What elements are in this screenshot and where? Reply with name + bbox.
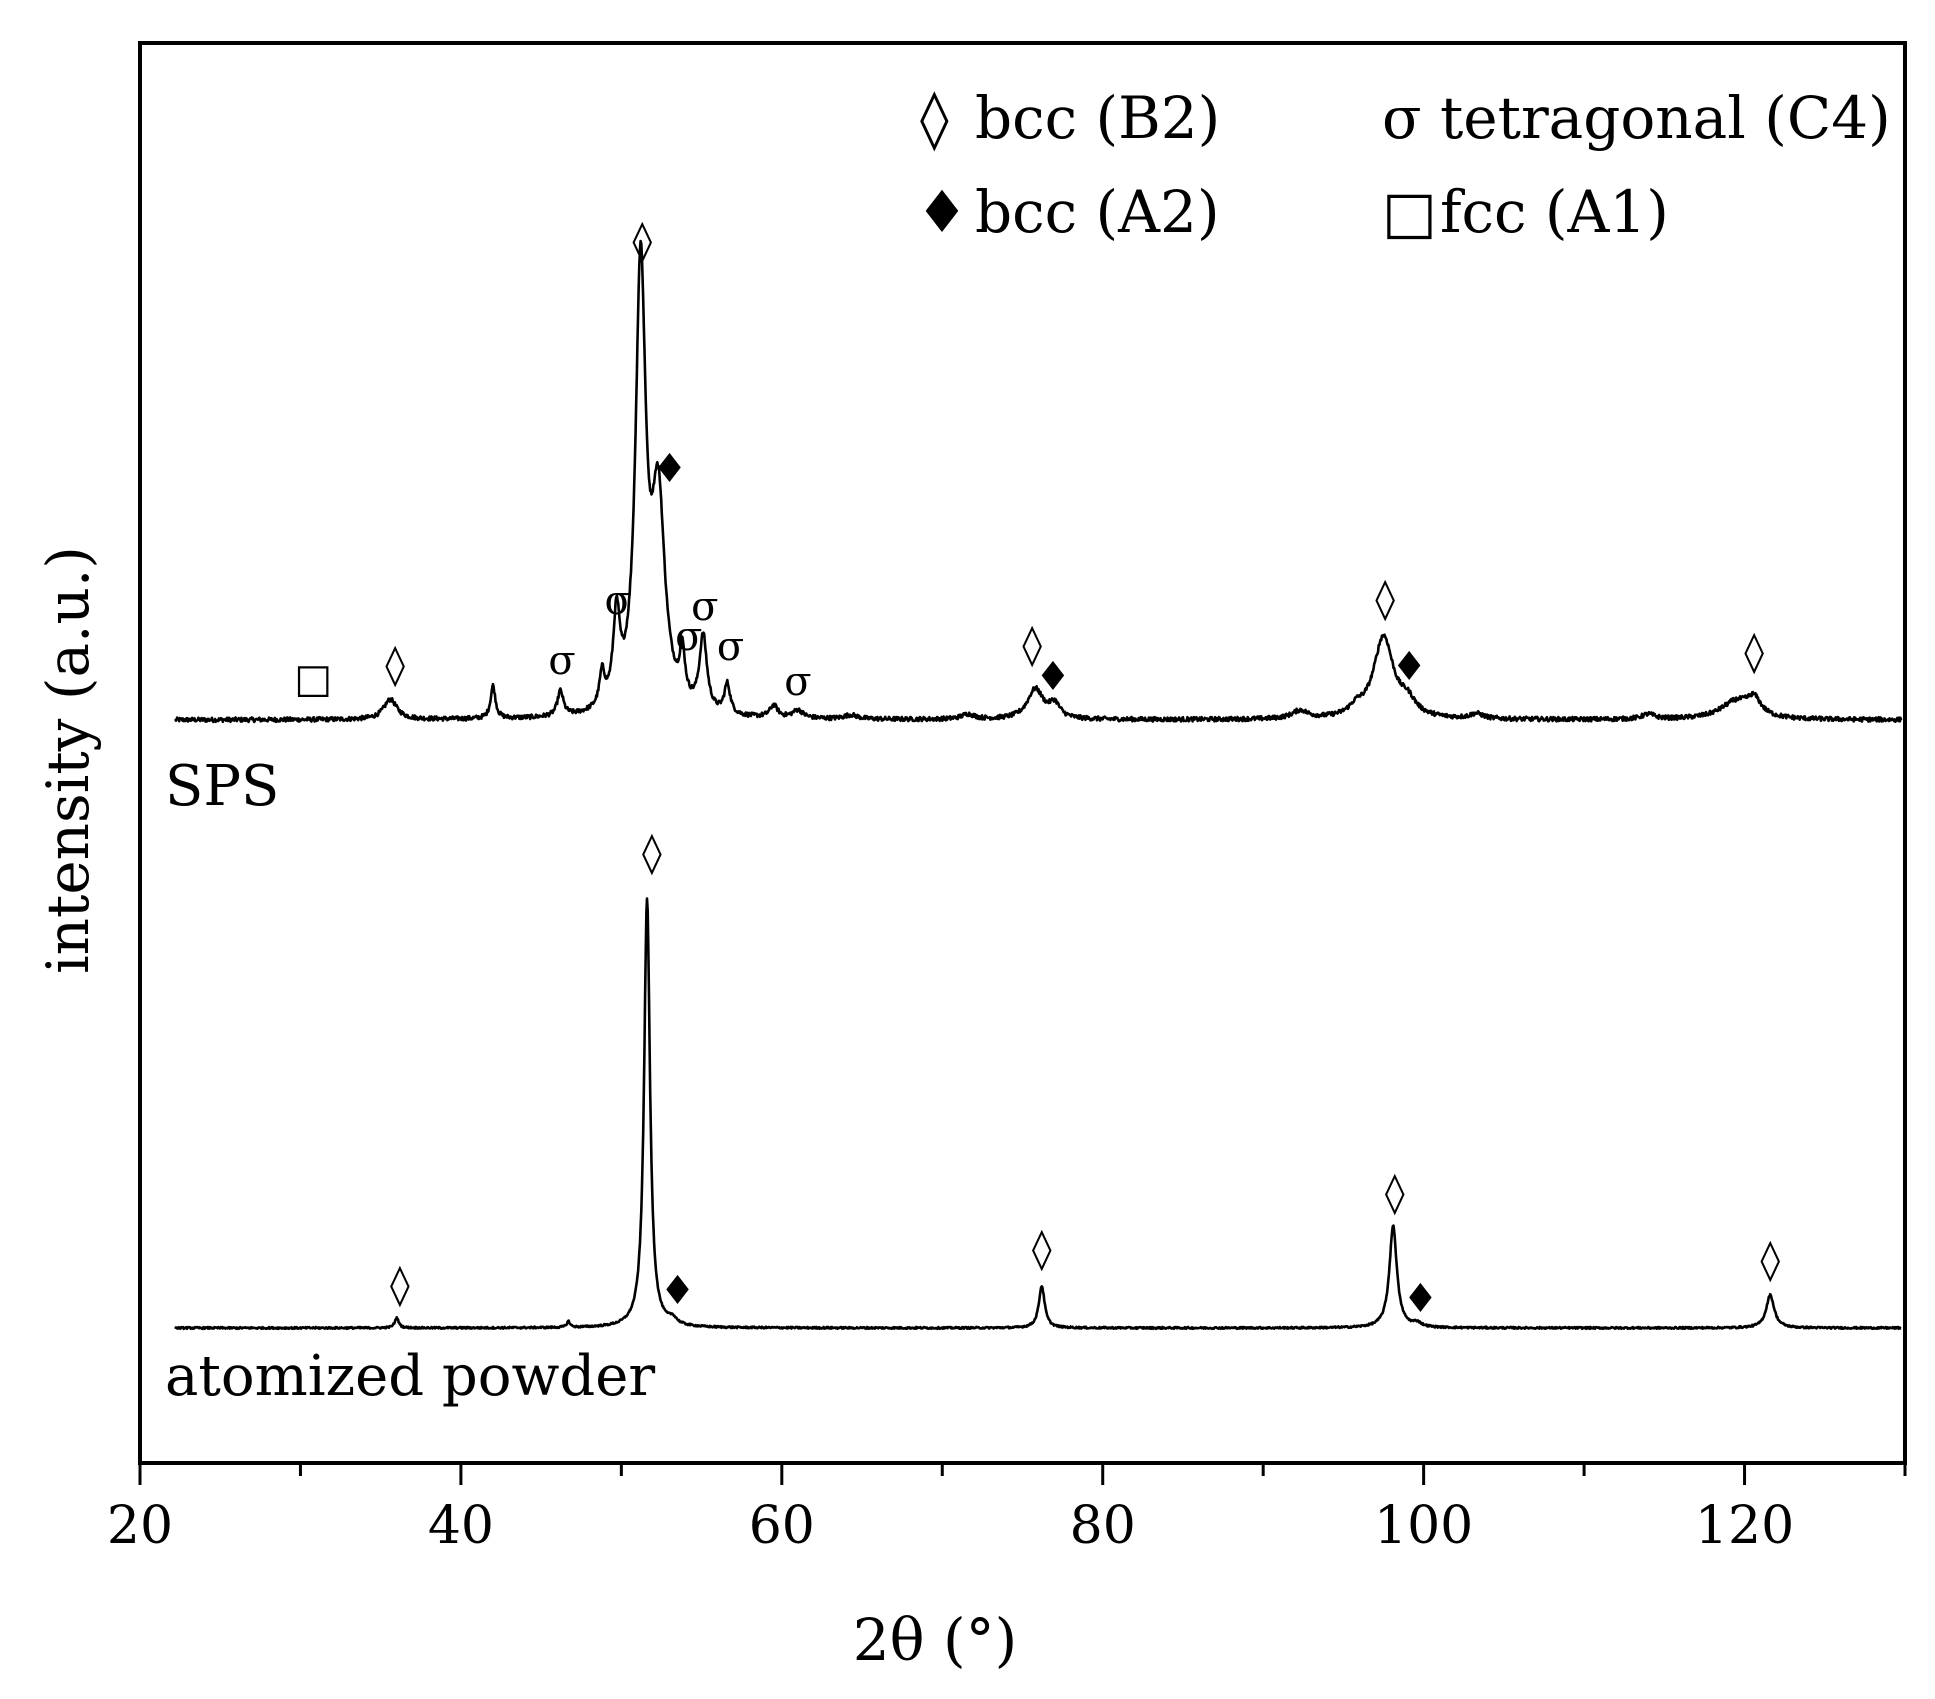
diffraction-traces: [174, 239, 1903, 1331]
y-axis-label: intensity (a.u.): [34, 546, 102, 974]
phase-marker: ◊: [385, 642, 405, 688]
plot-border: [138, 41, 1907, 1465]
phase-marker: ◊: [642, 830, 662, 876]
phase-marker: ◊: [1375, 576, 1395, 622]
x-tick-label: 100: [1374, 1496, 1473, 1556]
phase-marker: ♦: [660, 1268, 696, 1314]
phase-marker: ◊: [390, 1262, 410, 1308]
x-tick-label: 20: [107, 1496, 173, 1556]
trace-atomized-powder: [174, 897, 1902, 1331]
x-tick-label: 60: [749, 1496, 815, 1556]
phase-marker: ◊: [632, 218, 652, 264]
plot-frame: [138, 41, 1907, 1465]
legend-symbol-bcc-a2: ♦: [916, 178, 968, 246]
x-tick-label: 80: [1070, 1496, 1136, 1556]
legend-text-bcc-a2: bcc (A2): [975, 178, 1220, 246]
phase-marker: σ: [675, 614, 702, 660]
phase-marker: ♦: [1402, 1276, 1438, 1322]
legend: ◊ bcc (B2) σ tetragonal (C4) ♦ bcc (A2) …: [916, 84, 1891, 246]
phase-marker: ◊: [1032, 1226, 1052, 1272]
phase-marker: ◊: [1022, 622, 1042, 668]
phase-marker: σ: [604, 578, 631, 624]
phase-marker: ◊: [1744, 629, 1764, 675]
x-tick-label: 40: [428, 1496, 494, 1556]
legend-symbol-tetragonal-c4: σ: [1382, 84, 1422, 152]
x-axis-label: 2θ (°): [853, 1606, 1018, 1674]
phase-marker: σ: [784, 659, 811, 705]
legend-symbol-fcc-a1: □: [1382, 178, 1437, 246]
legend-text-fcc-a1: fcc (A1): [1440, 178, 1669, 246]
phase-marker: ◊: [1760, 1237, 1780, 1283]
phase-marker: ♦: [1391, 644, 1427, 690]
phase-marker: σ: [691, 584, 718, 630]
phase-marker: σ: [717, 624, 744, 670]
phase-marker: σ: [548, 638, 575, 684]
x-tick-label: 120: [1695, 1496, 1794, 1556]
legend-text-tetragonal-c4: tetragonal (C4): [1440, 84, 1891, 152]
series-label-sps: SPS: [165, 754, 279, 819]
series-label-atomized-powder: atomized powder: [165, 1344, 655, 1409]
x-axis-ticks: 20 40 60 80 100 120: [107, 1463, 1907, 1556]
legend-symbol-bcc-b2: ◊: [920, 84, 949, 152]
trace-sps: [174, 239, 1903, 724]
phase-marker: ♦: [1035, 654, 1071, 700]
legend-text-bcc-b2: bcc (B2): [975, 84, 1220, 152]
phase-marker: □: [294, 656, 332, 702]
phase-marker: ♦: [652, 446, 688, 492]
phase-marker: ◊: [1385, 1170, 1405, 1216]
